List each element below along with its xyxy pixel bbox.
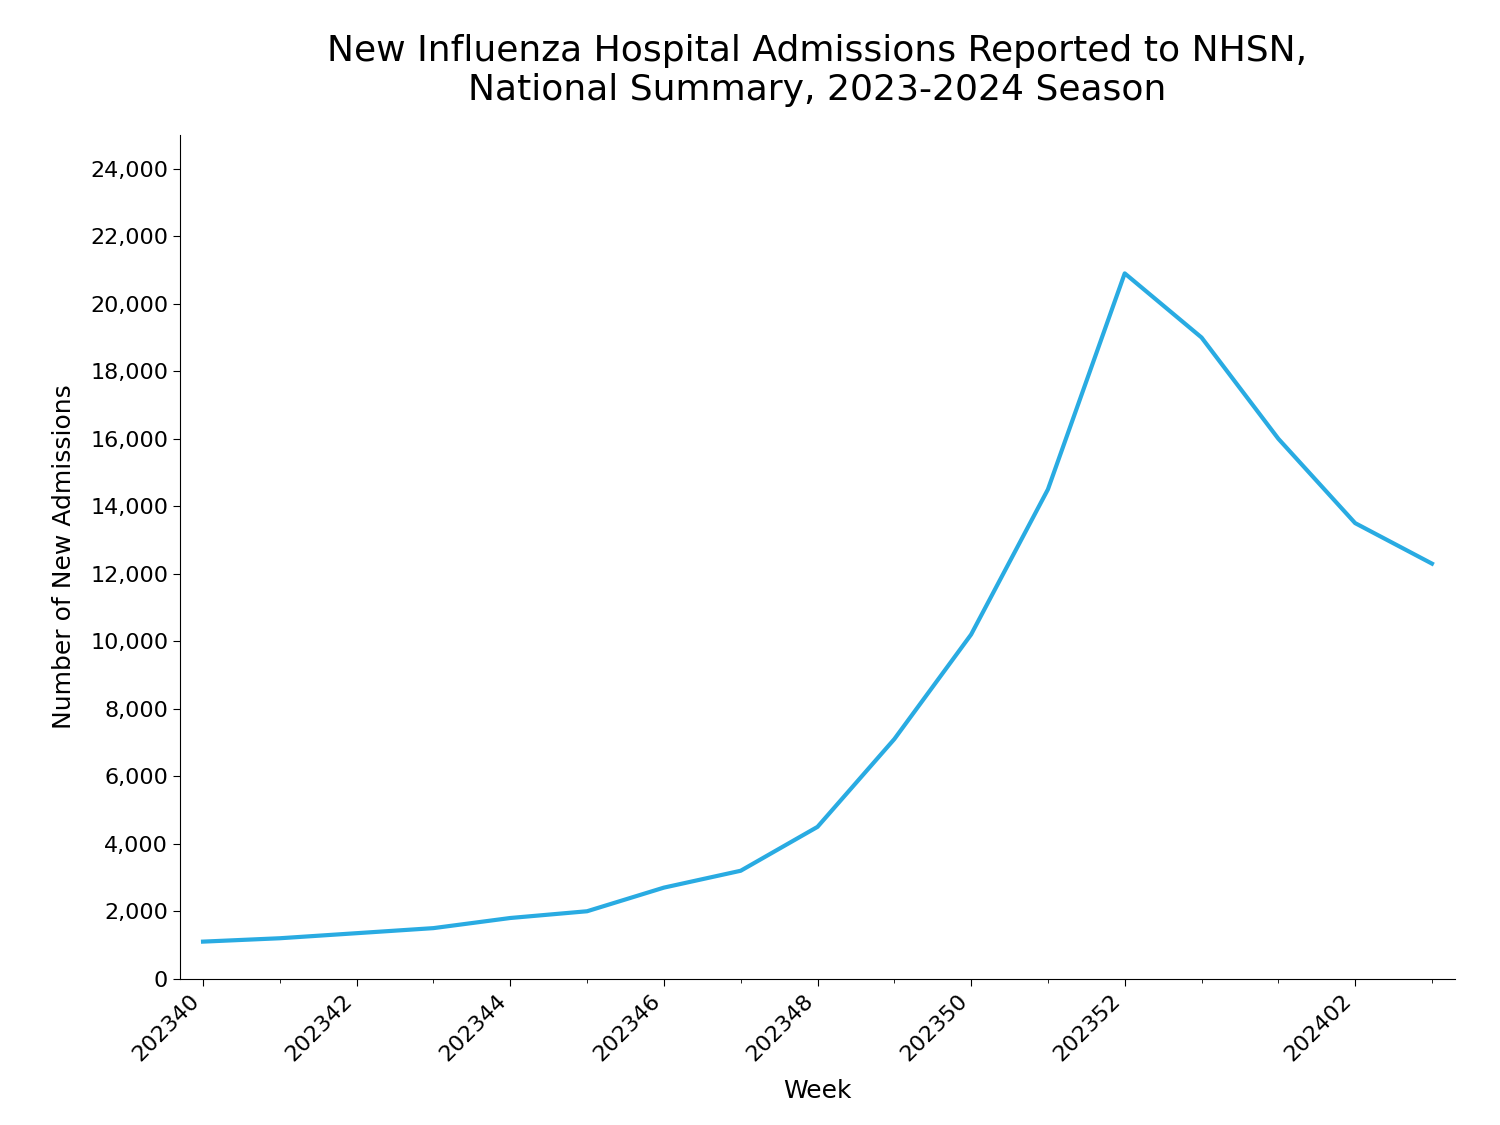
Title: New Influenza Hospital Admissions Reported to NHSN,
National Summary, 2023-2024 : New Influenza Hospital Admissions Report… <box>327 34 1308 107</box>
X-axis label: Week: Week <box>783 1079 852 1102</box>
Y-axis label: Number of New Admissions: Number of New Admissions <box>53 385 76 729</box>
